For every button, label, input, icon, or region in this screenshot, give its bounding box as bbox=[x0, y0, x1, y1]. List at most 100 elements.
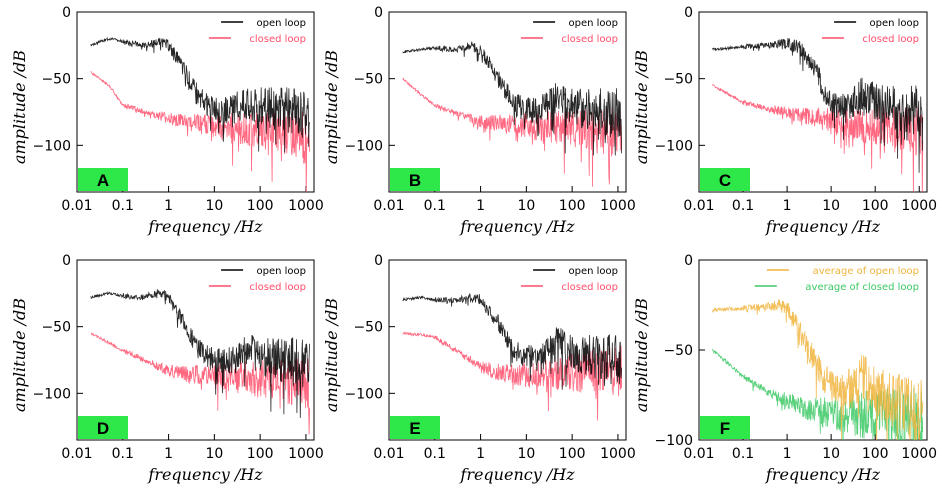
legend-label: closed loop bbox=[561, 282, 618, 293]
x-tick-label: 1 bbox=[476, 198, 485, 214]
x-tick-label: 1 bbox=[476, 446, 485, 462]
x-tick-label: 1000 bbox=[288, 198, 324, 214]
x-tick-label: 1000 bbox=[600, 446, 636, 462]
x-tick-label: 1 bbox=[164, 198, 173, 214]
y-tick-label: 0 bbox=[62, 5, 71, 21]
panel-C: 0 −50 −100 0.01 0.1 1 10 100 1000 frequency /Hz am… bbox=[632, 5, 937, 236]
x-axis-label: frequency /Hz bbox=[765, 217, 881, 236]
y-tick-label: 0 bbox=[684, 5, 693, 21]
panel-label-box bbox=[390, 168, 440, 191]
x-tick-label: 10 bbox=[822, 446, 840, 462]
x-axis-label: frequency /Hz bbox=[459, 217, 575, 236]
panel-label: A bbox=[97, 171, 109, 190]
x-tick-label: 10 bbox=[205, 446, 223, 462]
x-tick-label: 10 bbox=[205, 198, 223, 214]
x-tick-label: 0.01 bbox=[61, 446, 92, 462]
x-tick-label: 10 bbox=[517, 198, 535, 214]
x-tick-label: 0.1 bbox=[424, 446, 446, 462]
legend-label: open loop bbox=[870, 18, 920, 29]
legend-label: open loop bbox=[257, 18, 307, 29]
x-axis-label: frequency /Hz bbox=[459, 465, 575, 484]
x-tick-label: 0.1 bbox=[424, 198, 446, 214]
panel-D: 0 −50 −100 0.01 0.1 1 10 100 1000 frequency /Hz am… bbox=[10, 253, 324, 484]
series-line-closed bbox=[711, 84, 924, 192]
x-tick-label: 0.01 bbox=[373, 446, 404, 462]
panel-label-box bbox=[700, 416, 750, 439]
panel-label: E bbox=[409, 419, 420, 438]
series-line-open bbox=[711, 299, 924, 440]
y-tick-label: −50 bbox=[353, 72, 383, 88]
series-line-open bbox=[712, 38, 924, 173]
legend-label: open loop bbox=[569, 18, 619, 29]
y-tick-label: −100 bbox=[33, 138, 71, 154]
legend-label: closed loop bbox=[862, 34, 919, 45]
y-tick-label: −50 bbox=[663, 72, 693, 88]
x-axis-label: frequency /Hz bbox=[147, 217, 263, 236]
panel-label-box bbox=[78, 416, 128, 439]
legend-label: open loop bbox=[569, 266, 619, 277]
x-tick-label: 1000 bbox=[600, 198, 636, 214]
y-axis-label: amplitude /dB bbox=[322, 298, 341, 412]
y-tick-label: 0 bbox=[684, 253, 693, 269]
x-tick-label: 100 bbox=[247, 446, 274, 462]
series-line-closed bbox=[402, 77, 622, 187]
x-tick-label: 0.1 bbox=[732, 198, 754, 214]
x-tick-label: 100 bbox=[559, 198, 586, 214]
plot-frame bbox=[76, 11, 315, 193]
panel-label: B bbox=[409, 171, 421, 190]
y-tick-label: 0 bbox=[374, 253, 383, 269]
panel-A: 0 −50 −100 0.01 0.1 1 10 100 1000 frequency /Hz am… bbox=[10, 5, 324, 236]
x-tick-label: 100 bbox=[862, 198, 889, 214]
x-tick-label: 1 bbox=[783, 198, 792, 214]
y-tick-label: −100 bbox=[345, 386, 383, 402]
y-axis-label: amplitude /dB bbox=[10, 50, 29, 164]
y-tick-label: 0 bbox=[62, 253, 71, 269]
series-line-open bbox=[402, 41, 622, 156]
x-tick-label: 1000 bbox=[901, 446, 937, 462]
panel-E: 0 −50 −100 0.01 0.1 1 10 100 1000 frequency /Hz am… bbox=[322, 253, 636, 484]
y-tick-label: −100 bbox=[655, 138, 693, 154]
panel-F: 0 −50 −1000.01 0.1 1 10 100 1000 frequency /Hz am… bbox=[632, 253, 937, 484]
series-line-open bbox=[90, 36, 310, 153]
x-tick-label: 0.1 bbox=[112, 198, 134, 214]
x-tick-label: 100 bbox=[862, 446, 889, 462]
x-tick-label: 0.1 bbox=[732, 446, 754, 462]
y-axis-label: amplitude /dB bbox=[10, 298, 29, 412]
panel-label: D bbox=[97, 419, 109, 438]
x-tick-label: 0.01 bbox=[61, 198, 92, 214]
panel-label-box bbox=[390, 416, 440, 439]
panel-label-box bbox=[78, 168, 128, 191]
y-tick-label: −50 bbox=[353, 320, 383, 336]
x-tick-label: 0.01 bbox=[683, 198, 714, 214]
legend-label: average of open loop bbox=[813, 266, 919, 277]
panel-B: 0 −50 −100 0.01 0.1 1 10 100 1000 frequency /Hz am… bbox=[322, 5, 636, 236]
y-axis-label: amplitude /dB bbox=[632, 298, 651, 412]
y-axis-label: amplitude /dB bbox=[322, 50, 341, 164]
y-tick-label: −100 bbox=[655, 433, 693, 449]
x-tick-label: 10 bbox=[517, 446, 535, 462]
x-tick-label: 1 bbox=[164, 446, 173, 462]
plot-frame bbox=[388, 259, 627, 441]
x-tick-label: 1000 bbox=[288, 446, 324, 462]
plot-frame bbox=[698, 11, 928, 193]
y-tick-label: −100 bbox=[345, 138, 383, 154]
series-line-open bbox=[402, 292, 622, 390]
legend-label: closed loop bbox=[561, 34, 618, 45]
panel-label: F bbox=[720, 419, 730, 438]
series-line-closed bbox=[402, 331, 622, 421]
x-tick-label: 100 bbox=[559, 446, 586, 462]
x-tick-label: 10 bbox=[822, 198, 840, 214]
x-tick-label: 1 bbox=[783, 446, 792, 462]
legend-label: closed loop bbox=[249, 282, 306, 293]
y-tick-label: −100 bbox=[33, 386, 71, 402]
y-tick-label: 0 bbox=[374, 5, 383, 21]
x-tick-label: 1000 bbox=[901, 198, 937, 214]
y-axis-label: amplitude /dB bbox=[632, 50, 651, 164]
panel-label-box bbox=[700, 168, 750, 191]
x-tick-label: 0.1 bbox=[112, 446, 134, 462]
x-axis-label: frequency /Hz bbox=[765, 465, 881, 484]
legend-label: open loop bbox=[257, 266, 307, 277]
x-axis-label: frequency /Hz bbox=[147, 465, 263, 484]
y-tick-label: −50 bbox=[41, 320, 71, 336]
